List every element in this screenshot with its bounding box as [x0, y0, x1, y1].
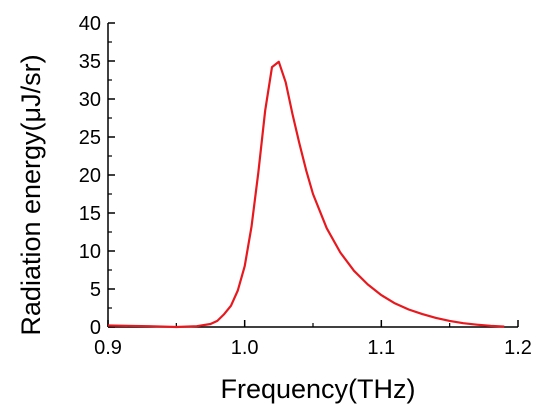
y-axis-ticks: 0 5 10 15 20 25 30 35 40 — [79, 13, 115, 339]
series-line — [107, 60, 505, 329]
x-axis-ticks: 0.9 1.0 1.1 1.2 — [94, 320, 532, 359]
y-tick-label: 10 — [79, 241, 101, 263]
y-axis-label: Radiation energy(μJ/sr) — [16, 54, 46, 335]
x-tick-label: 1.0 — [231, 337, 259, 359]
y-tick-label: 40 — [79, 13, 101, 35]
y-tick-label: 35 — [79, 51, 101, 73]
x-tick-label: 1.2 — [504, 337, 532, 359]
y-tick-label: 30 — [79, 89, 101, 111]
y-tick-label: 15 — [79, 203, 101, 225]
y-tick-label: 0 — [90, 317, 101, 339]
x-tick-label: 0.9 — [94, 337, 122, 359]
y-tick-label: 5 — [90, 279, 101, 301]
x-axis-label: Frequency(THz) — [220, 374, 415, 404]
y-tick-label: 25 — [79, 127, 101, 149]
x-tick-label: 1.1 — [367, 337, 395, 359]
y-tick-label: 20 — [79, 165, 101, 187]
